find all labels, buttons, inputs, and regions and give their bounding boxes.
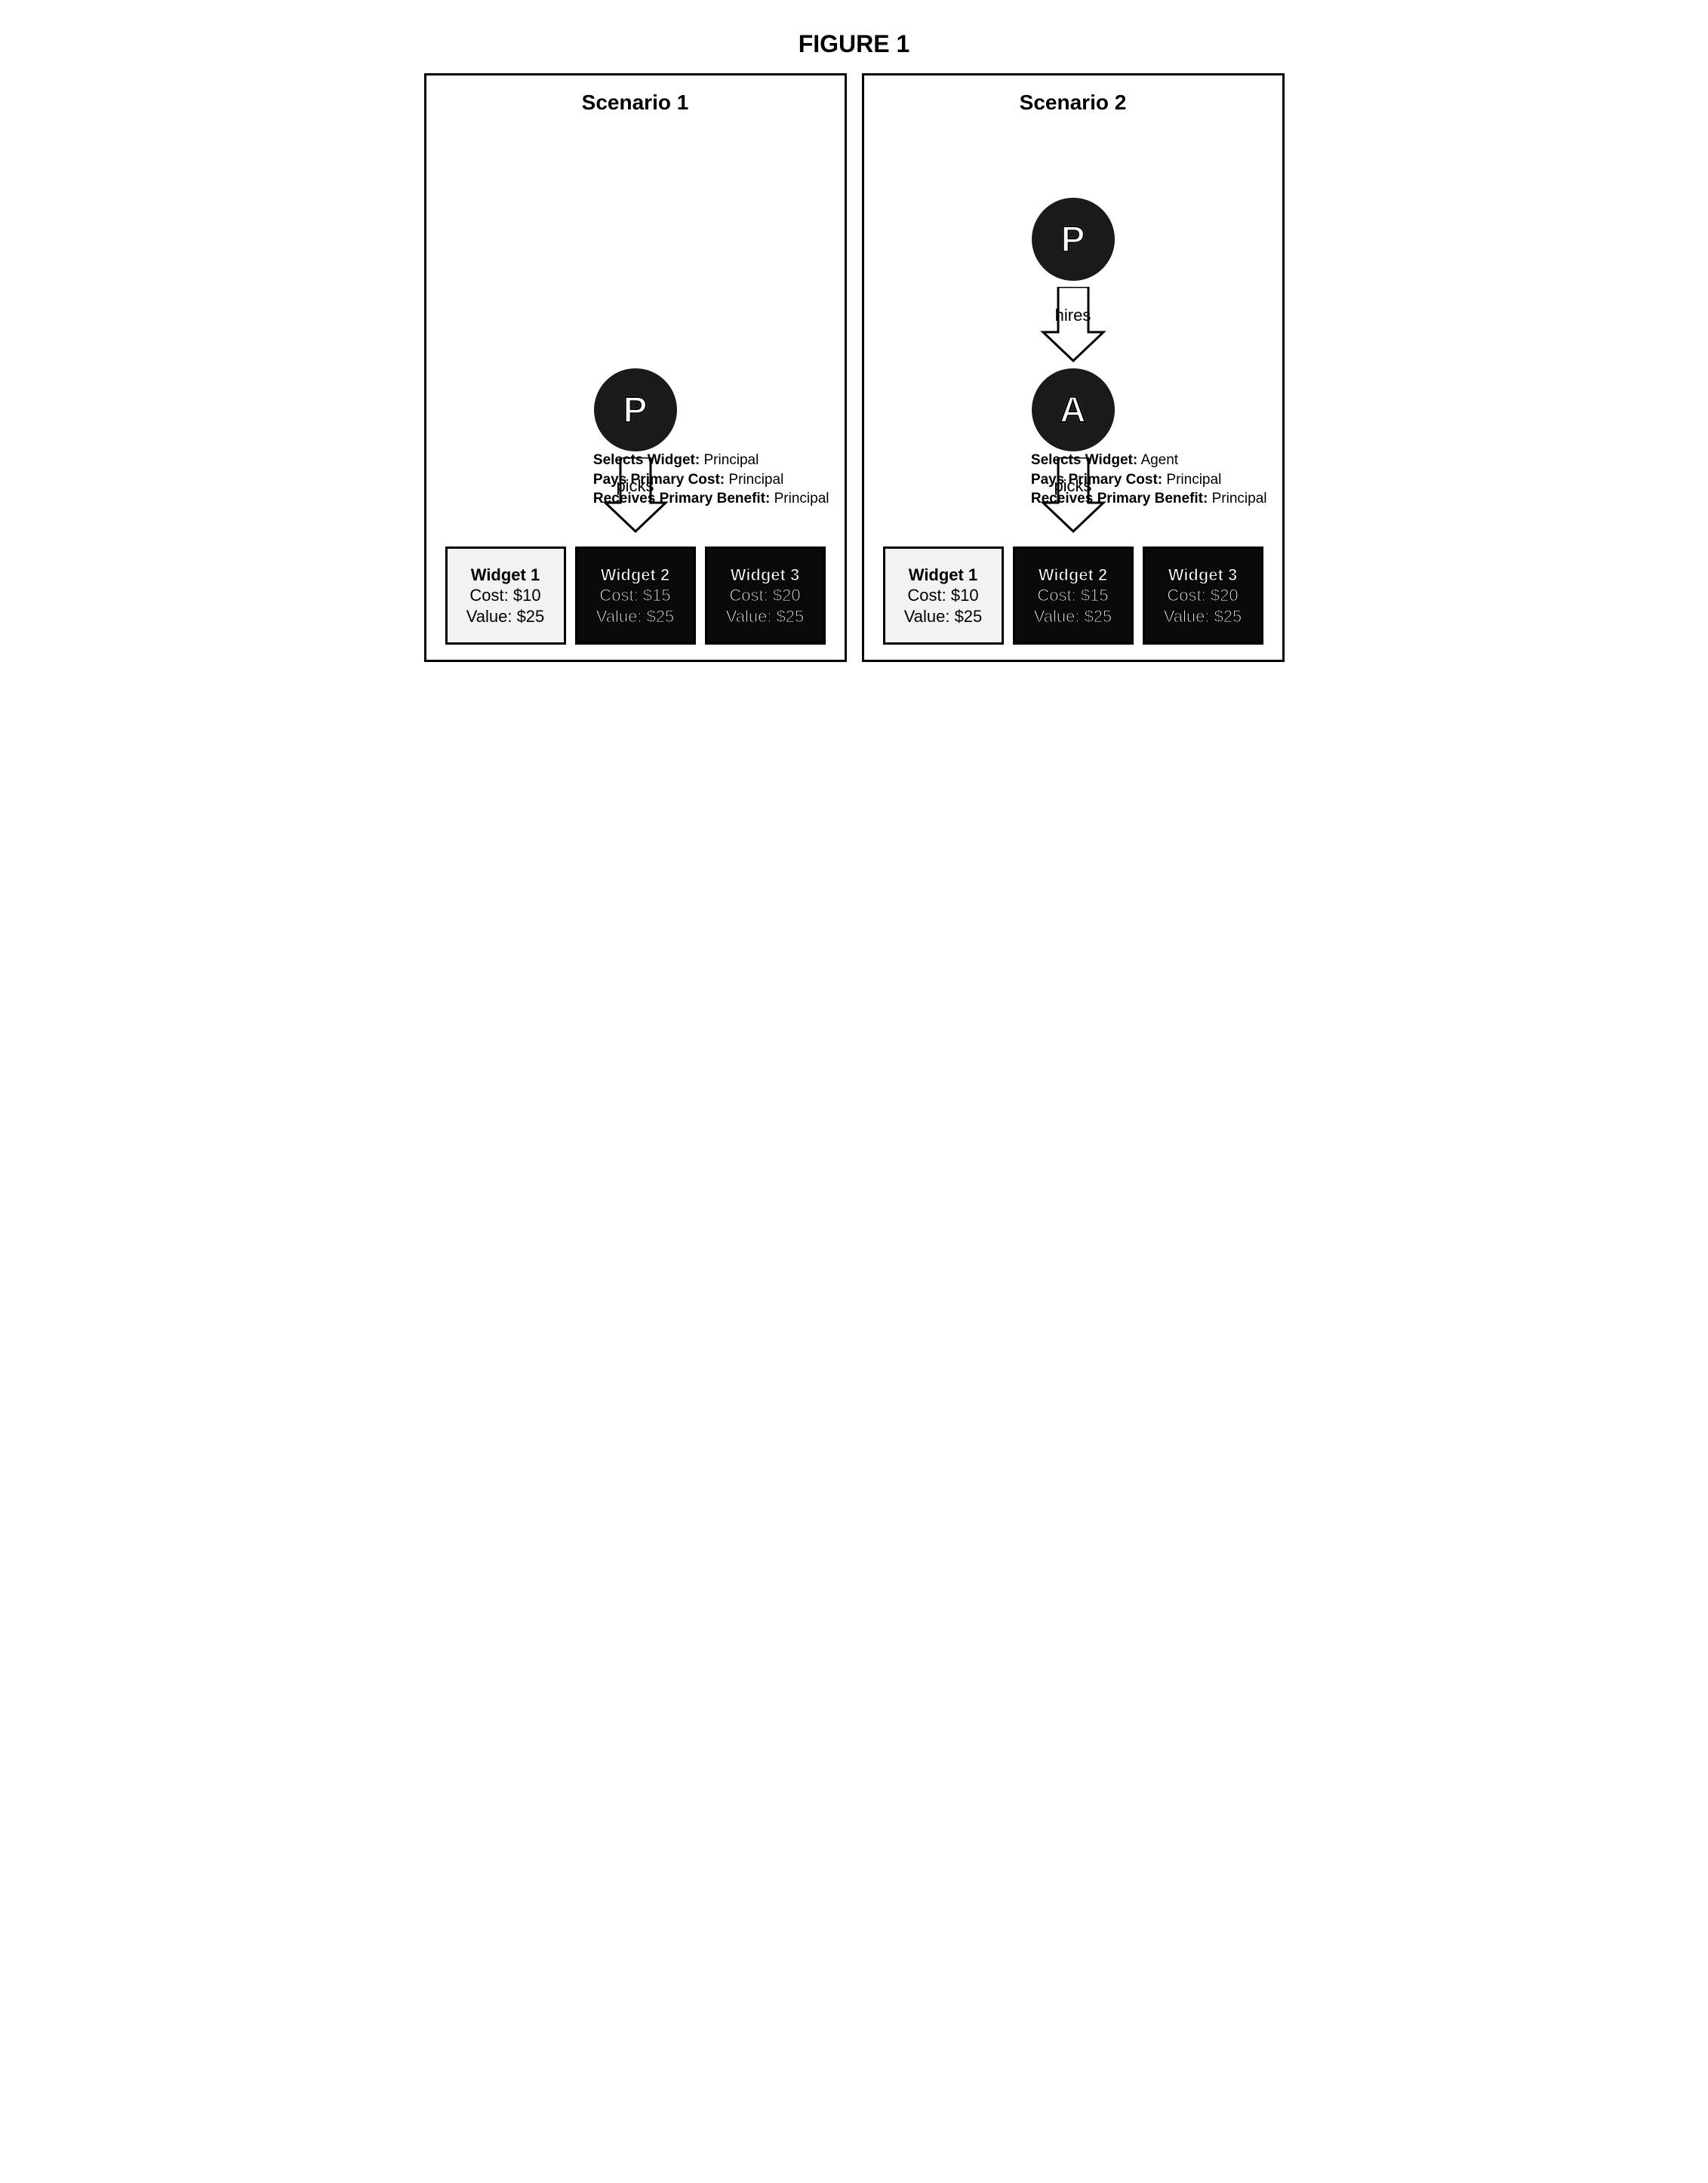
info-label: Pays Primary Cost: <box>593 472 725 488</box>
widget-cost: Cost: $10 <box>469 585 540 606</box>
info-value: Principal <box>1212 491 1267 506</box>
widget-title: Widget 1 <box>471 565 540 586</box>
widget-value: Value: $25 <box>1034 606 1113 627</box>
info-label: Selects Widget: <box>593 452 700 468</box>
widget-title: Widget 1 <box>909 565 977 586</box>
widget-cost: Cost: $20 <box>729 585 800 606</box>
widget-title: Widget 2 <box>1039 565 1107 586</box>
widget-value: Value: $25 <box>596 606 675 627</box>
widget-cost: Cost: $15 <box>599 585 670 606</box>
widget-2: Widget 2 Cost: $15 Value: $25 <box>1013 547 1134 645</box>
scenario-2-title: Scenario 2 <box>1020 91 1127 115</box>
info-value: Principal <box>1166 472 1221 488</box>
principal-label: P <box>1060 219 1085 260</box>
widget-3: Widget 3 Cost: $20 Value: $25 <box>1143 547 1263 645</box>
widget-title: Widget 3 <box>1168 565 1237 586</box>
info-label: Selects Widget: <box>1031 452 1137 468</box>
widget-cost: Cost: $15 <box>1037 585 1108 606</box>
widget-3: Widget 3 Cost: $20 Value: $25 <box>705 547 826 645</box>
widget-value: Value: $25 <box>466 606 545 627</box>
widget-value: Value: $25 <box>726 606 805 627</box>
scenario-1-title: Scenario 1 <box>582 91 689 115</box>
scenario-2: Scenario 2 P hires A picks <box>862 73 1285 662</box>
picks-arrow-label: picks <box>616 476 654 496</box>
info-value: Principal <box>703 452 759 468</box>
widget-2: Widget 2 Cost: $15 Value: $25 <box>575 547 696 645</box>
info-value: Principal <box>774 491 829 506</box>
info-value: Principal <box>728 472 783 488</box>
hires-arrow: hires <box>1039 287 1107 362</box>
scenario-2-widgets: Widget 1 Cost: $10 Value: $25 Widget 2 C… <box>883 547 1263 645</box>
widget-1: Widget 1 Cost: $10 Value: $25 <box>445 547 566 645</box>
scenario-1: Scenario 1 P picks Selects Widget: Princ… <box>424 73 847 662</box>
info-label: Pays Primary Cost: <box>1031 472 1162 488</box>
widget-title: Widget 3 <box>731 565 799 586</box>
scenario-1-widgets: Widget 1 Cost: $10 Value: $25 Widget 2 C… <box>445 547 826 645</box>
widget-value: Value: $25 <box>1164 606 1242 627</box>
principal-node: P <box>594 368 677 451</box>
info-value: Agent <box>1140 452 1178 468</box>
picks-arrow-label: picks <box>1054 476 1091 496</box>
widget-cost: Cost: $10 <box>907 585 978 606</box>
info-row-selects: Selects Widget: Agent <box>1031 451 1267 470</box>
widget-value: Value: $25 <box>904 606 983 627</box>
agent-node: A <box>1032 368 1115 451</box>
widget-title: Widget 2 <box>601 565 669 586</box>
hires-arrow-label: hires <box>1055 306 1091 325</box>
widget-cost: Cost: $20 <box>1167 585 1238 606</box>
scenarios-row: Scenario 1 P picks Selects Widget: Princ… <box>424 73 1285 662</box>
figure-title: FIGURE 1 <box>799 30 910 58</box>
info-row-selects: Selects Widget: Principal <box>593 451 829 470</box>
principal-node: P <box>1032 198 1115 281</box>
agent-label: A <box>1060 389 1086 431</box>
principal-label: P <box>623 389 647 431</box>
widget-1: Widget 1 Cost: $10 Value: $25 <box>883 547 1004 645</box>
